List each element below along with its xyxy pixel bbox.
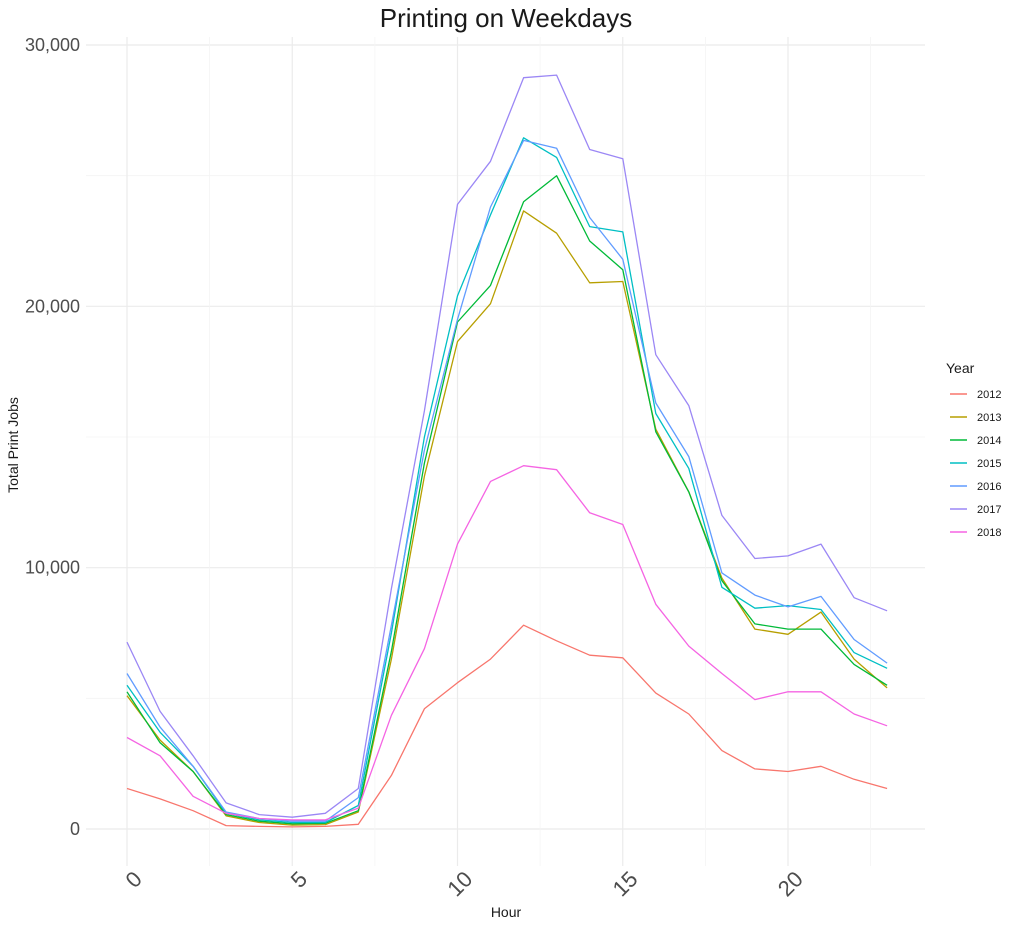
grid — [86, 37, 925, 866]
series-line-2012 — [126, 624, 888, 828]
legend-label-2016: 2016 — [977, 481, 1001, 493]
y-tick-label: 30,000 — [25, 35, 80, 55]
series-line-2015 — [126, 137, 888, 824]
y-tick-label: 20,000 — [25, 296, 80, 316]
chart-title: Printing on Weekdays — [380, 3, 632, 33]
legend-title: Year — [946, 360, 975, 376]
x-tick-label: 15 — [608, 866, 643, 901]
x-tick-label: 5 — [286, 866, 312, 892]
legend-label-2012: 2012 — [977, 389, 1001, 401]
series-line-2014 — [126, 175, 888, 825]
series-line-2018 — [126, 465, 888, 821]
x-axis-title: Hour — [491, 904, 522, 920]
series-lines — [126, 74, 888, 828]
x-tick-label: 0 — [121, 866, 147, 892]
series-line-2013 — [126, 210, 888, 826]
legend: Year 2012 2013 2014 2015 2016 2017 2018 — [946, 360, 1001, 539]
y-axis-title: Total Print Jobs — [5, 397, 21, 493]
y-tick-label: 0 — [70, 819, 80, 839]
y-tick-label: 10,000 — [25, 558, 80, 578]
x-tick-label: 20 — [773, 866, 808, 901]
legend-label-2018: 2018 — [977, 527, 1001, 539]
legend-label-2013: 2013 — [977, 412, 1001, 424]
legend-label-2014: 2014 — [977, 435, 1001, 447]
legend-label-2017: 2017 — [977, 504, 1001, 516]
legend-label-2015: 2015 — [977, 458, 1001, 470]
legend-items: 2012 2013 2014 2015 2016 2017 2018 — [950, 389, 1001, 539]
series-line-2017 — [126, 74, 888, 818]
y-axis-ticks: 0 10,000 20,000 30,000 — [25, 35, 80, 839]
x-tick-label: 10 — [442, 866, 477, 901]
x-axis-ticks: 0 5 10 15 20 — [121, 866, 808, 901]
